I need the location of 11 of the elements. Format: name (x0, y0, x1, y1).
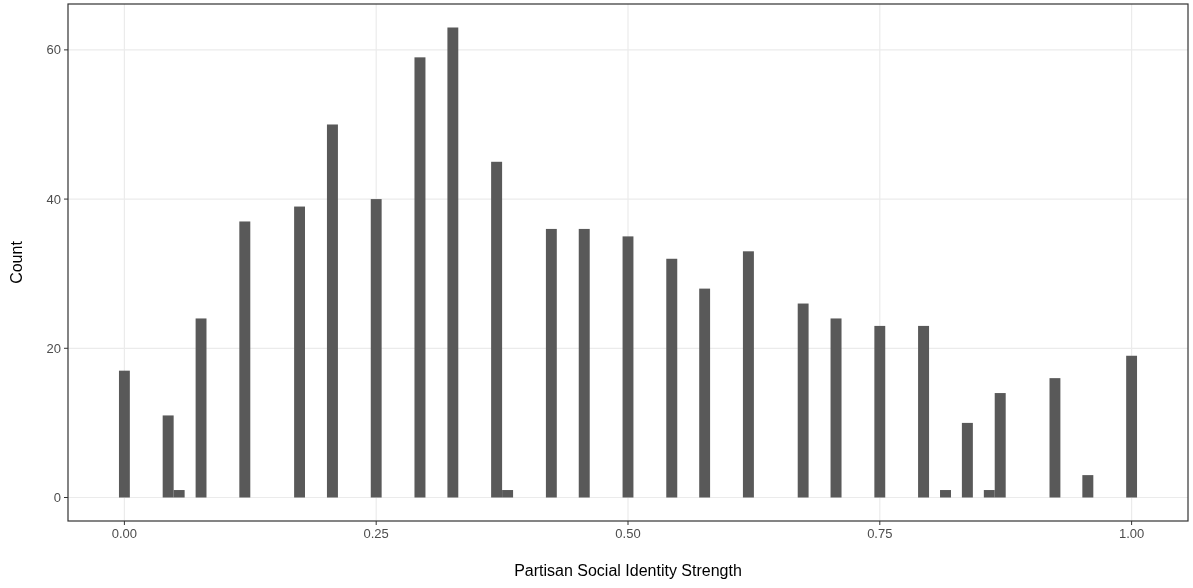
x-tick-label: 0.75 (867, 526, 893, 541)
y-tick-label: 40 (46, 191, 61, 207)
x-tick-label: 0.50 (615, 526, 641, 541)
x-tick-label: 0.25 (363, 526, 389, 541)
y-tick-label: 60 (46, 42, 61, 58)
x-tick-label: 1.00 (1118, 526, 1145, 541)
x-tick-label: 0.00 (111, 526, 138, 541)
x-axis-title: Partisan Social Identity Strength (514, 562, 742, 579)
y-tick-label: 20 (46, 340, 61, 356)
y-axis-title: Count (8, 240, 25, 284)
y-tick-label: 0 (53, 490, 61, 505)
